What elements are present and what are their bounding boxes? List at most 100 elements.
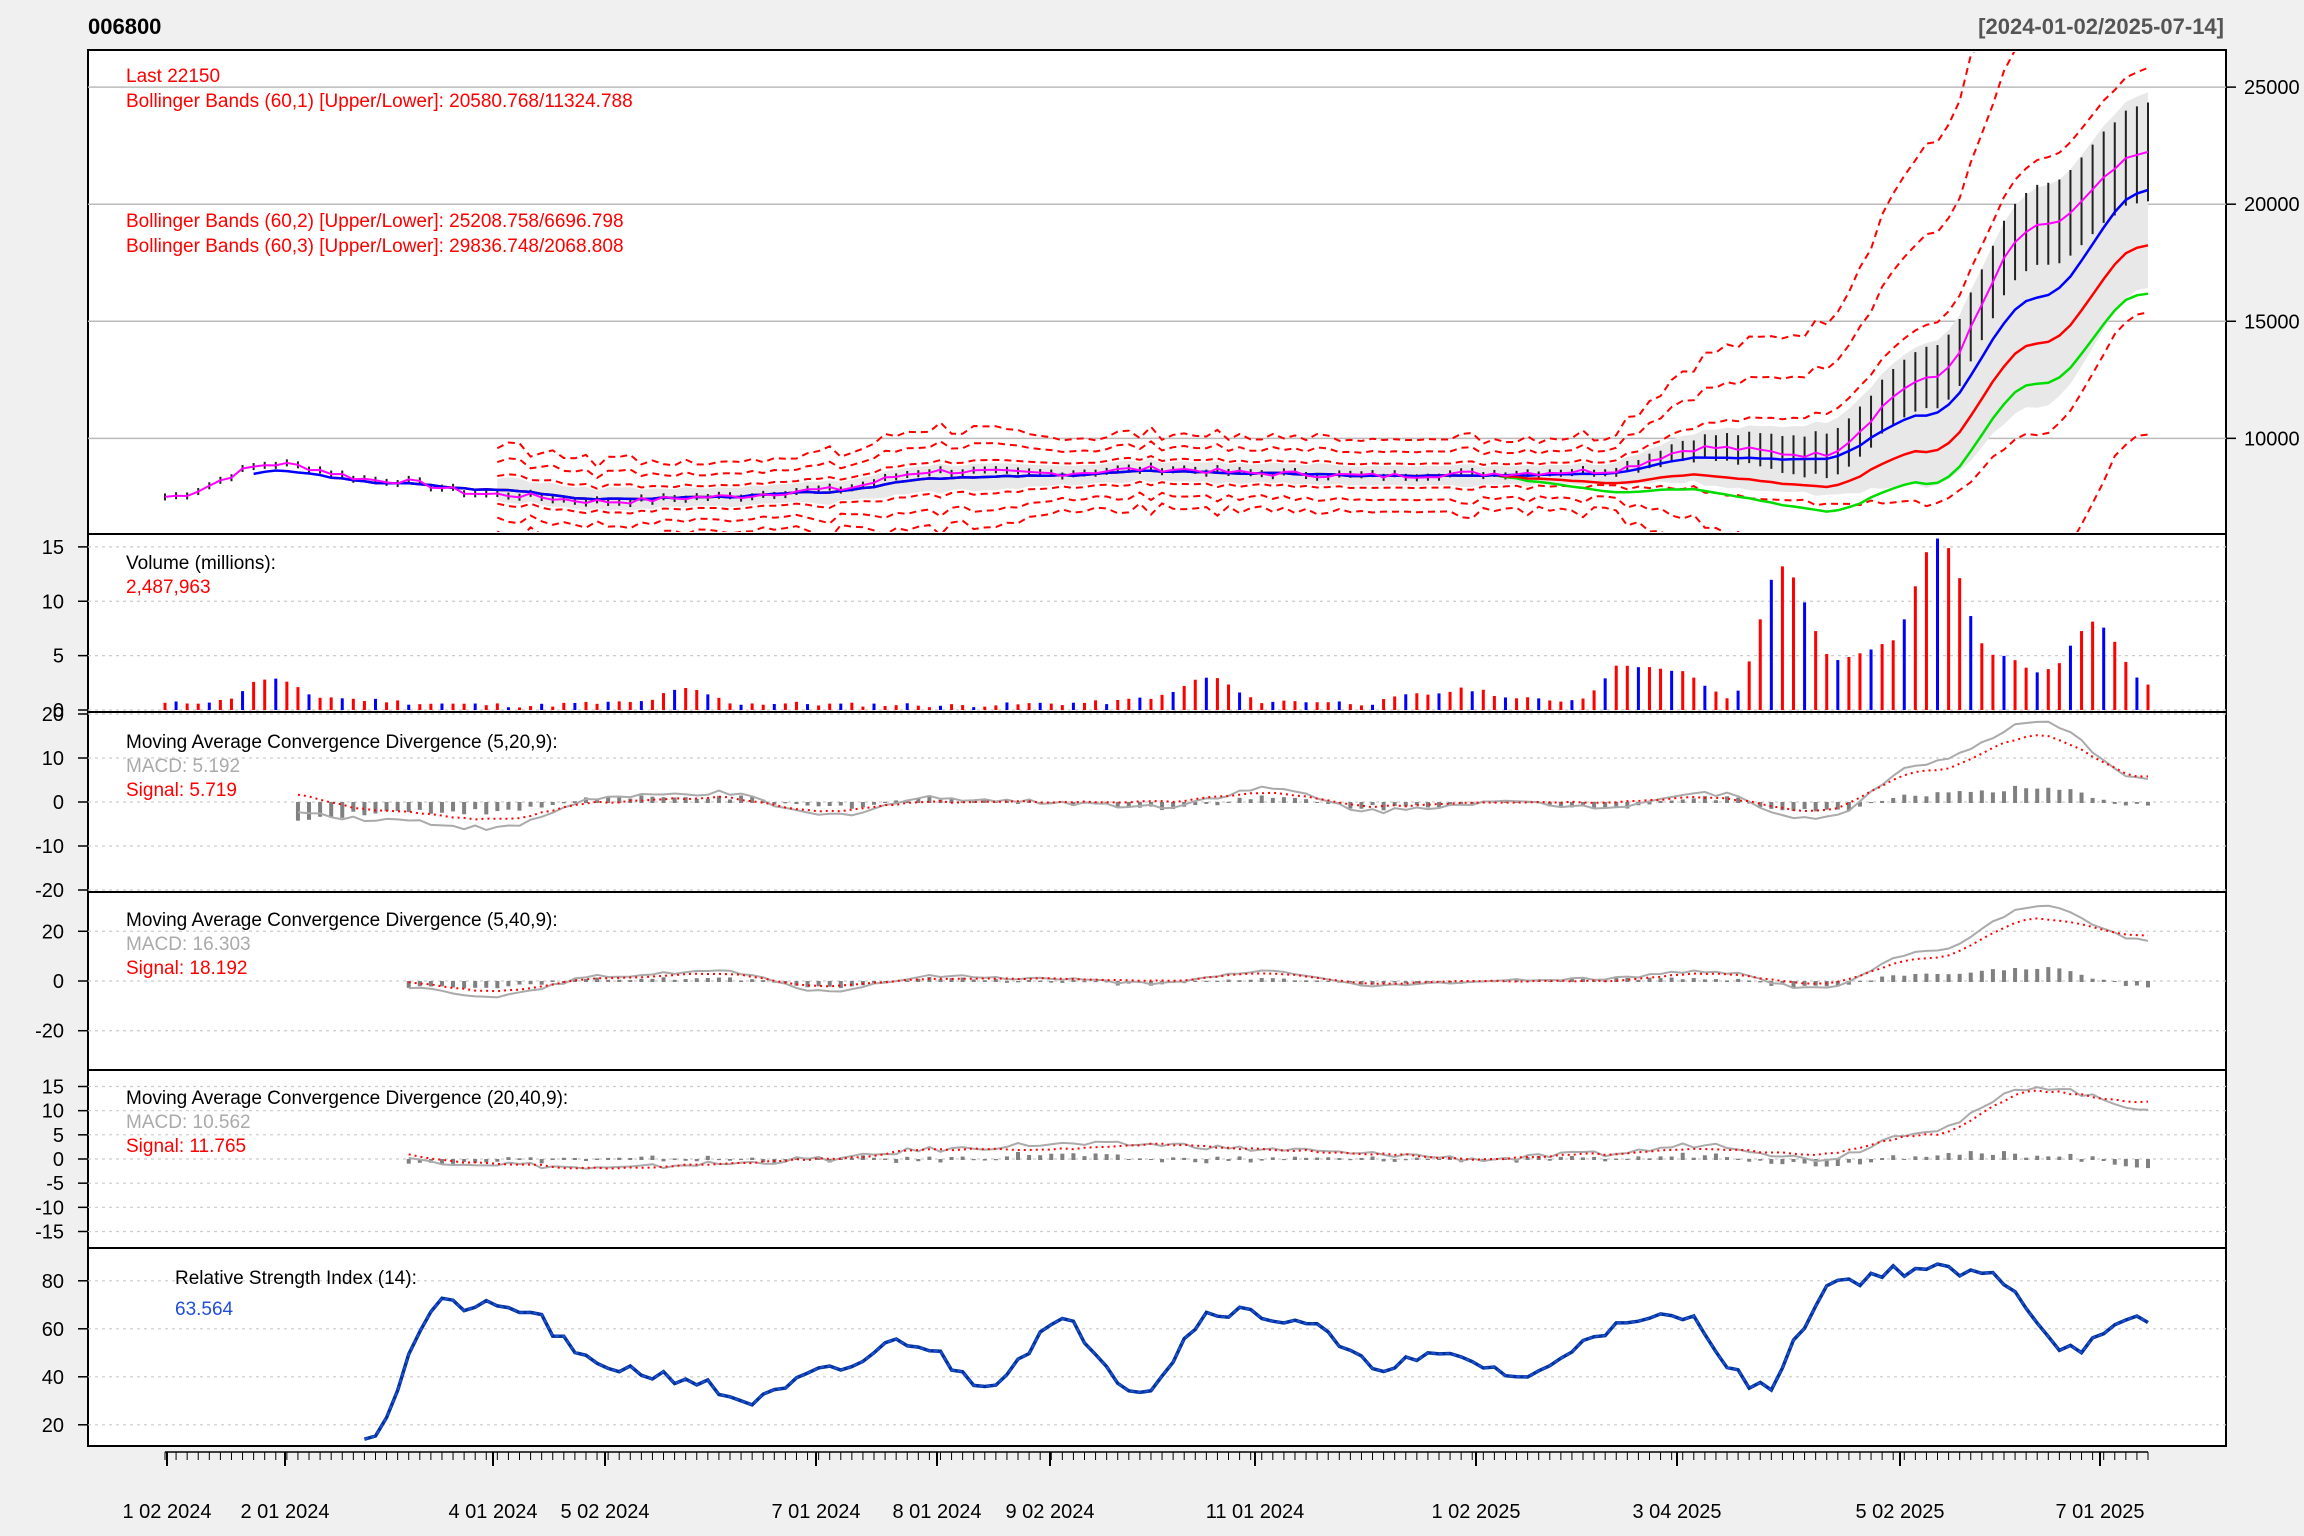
macd-histogram-bar — [849, 1157, 854, 1160]
macd-histogram-bar — [805, 802, 810, 806]
volume-bar — [196, 703, 200, 710]
volume-bar — [1636, 667, 1640, 710]
volume-bar — [628, 701, 632, 710]
macd-histogram-bar — [2090, 1156, 2095, 1160]
macd-histogram-bar — [1403, 981, 1408, 984]
macd-histogram-bar — [1979, 1153, 1984, 1160]
macd-histogram-bar — [1913, 795, 1918, 803]
volume-bar — [418, 704, 422, 710]
macd-histogram-bar — [1071, 802, 1076, 806]
volume-bar — [1947, 548, 1951, 710]
macd-histogram-bar — [1004, 981, 1009, 983]
macd-histogram-bar — [395, 802, 400, 811]
macd-histogram-bar — [307, 802, 312, 820]
macd-histogram-bar — [1990, 1154, 1995, 1160]
macd-histogram-bar — [993, 979, 998, 982]
macd-histogram-bar — [1924, 796, 1929, 803]
volume-tick-label: 15 — [42, 537, 64, 559]
macd-histogram-bar — [1946, 1153, 1951, 1160]
macd-histogram-bar — [1237, 1156, 1242, 1160]
volume-bar — [451, 703, 455, 710]
bollinger-band-1-upper — [497, 66, 2149, 490]
macd-histogram-bar — [1869, 980, 1874, 982]
macd-histogram-bar — [1459, 802, 1464, 805]
macd-histogram-bar — [683, 979, 688, 982]
macd-histogram-bar — [938, 1159, 943, 1163]
macd-histogram-bar — [883, 1158, 888, 1160]
macd-histogram-bar — [1270, 797, 1275, 803]
macd-histogram-bar — [1171, 1157, 1176, 1160]
macd-histogram-bar — [295, 802, 300, 821]
volume-bar — [1382, 699, 1386, 710]
volume-bar — [1116, 700, 1120, 710]
volume-bar — [1548, 700, 1552, 710]
macd-histogram-bar — [583, 979, 588, 982]
volume-bar — [1337, 701, 1341, 710]
volume-bar — [440, 703, 444, 710]
volume-bar — [1902, 619, 1906, 710]
macd-histogram-bar — [1281, 797, 1286, 803]
volume-bar — [1581, 698, 1585, 710]
macd-histogram-bar — [1669, 977, 1674, 982]
volume-bar — [1659, 668, 1663, 710]
macd-tick-label: -15 — [35, 1222, 64, 1244]
macd-histogram-bar — [329, 802, 334, 818]
volume-bar — [1149, 698, 1153, 710]
rsi-tick-label: 40 — [42, 1367, 64, 1389]
volume-bar — [1326, 702, 1330, 710]
volume-bar — [1138, 697, 1142, 710]
x-tick-label: 8 01 2024 — [893, 1501, 982, 1523]
macd-histogram-bar — [2146, 981, 2150, 988]
volume-bar — [462, 703, 466, 710]
volume-bar — [241, 691, 245, 710]
macd-histogram-bar — [650, 1155, 655, 1160]
volume-bar — [684, 687, 688, 710]
macd-histogram-bar — [451, 1159, 456, 1164]
macd-histogram-bar — [1027, 980, 1032, 982]
volume-bar — [373, 698, 377, 710]
x-tick-label: 7 01 2024 — [772, 1501, 861, 1523]
macd-histogram-bar — [2068, 971, 2073, 982]
macd-tick-label: 0 — [53, 792, 64, 814]
macd-histogram-bar — [550, 802, 555, 805]
macd-histogram-bar — [2134, 802, 2139, 804]
volume-bar — [1603, 678, 1607, 710]
macd-histogram-bar — [572, 801, 577, 803]
macd-histogram-bar — [1725, 1157, 1730, 1160]
macd-histogram-bar — [1326, 1157, 1331, 1160]
macd-histogram-bar — [1226, 979, 1231, 982]
volume-bar — [2046, 669, 2050, 710]
macd-histogram-bar — [1370, 1156, 1375, 1160]
volume-bar — [2080, 631, 2084, 710]
macd-histogram-bar — [1093, 1153, 1098, 1160]
macd3-macd: MACD: 10.562 — [126, 1112, 251, 1133]
macd-histogram-bar — [2035, 1155, 2040, 1160]
macd3-title: Moving Average Convergence Divergence (2… — [126, 1088, 568, 1109]
macd-histogram-bar — [517, 981, 522, 985]
macd-histogram-bar — [1292, 797, 1297, 803]
macd-histogram-bar — [805, 981, 810, 988]
volume-bar — [362, 701, 366, 710]
macd-histogram-bar — [1592, 1156, 1597, 1160]
macd-histogram-bar — [849, 981, 854, 987]
macd-tick-label: -5 — [46, 1173, 64, 1195]
macd-histogram-bar — [1226, 801, 1231, 803]
macd-histogram-bar — [1359, 1157, 1364, 1160]
volume-bar — [218, 699, 222, 710]
macd-histogram-bar — [1835, 802, 1840, 810]
macd-histogram-bar — [1270, 978, 1275, 982]
volume-bar — [1803, 602, 1807, 710]
volume-bar — [617, 701, 621, 710]
volume-bar — [1182, 685, 1186, 710]
macd-histogram-bar — [550, 980, 555, 982]
volume-bar — [961, 705, 965, 710]
volume-bar — [1758, 619, 1762, 710]
macd-histogram-bar — [428, 981, 433, 987]
macd-histogram-bar — [351, 802, 356, 812]
macd-line — [408, 904, 2149, 999]
macd-histogram-bar — [1835, 1159, 1840, 1167]
macd-histogram-bar — [1414, 981, 1419, 984]
macd-histogram-bar — [2057, 789, 2062, 803]
macd-histogram-bar — [1348, 802, 1353, 809]
volume-bar — [994, 705, 998, 710]
